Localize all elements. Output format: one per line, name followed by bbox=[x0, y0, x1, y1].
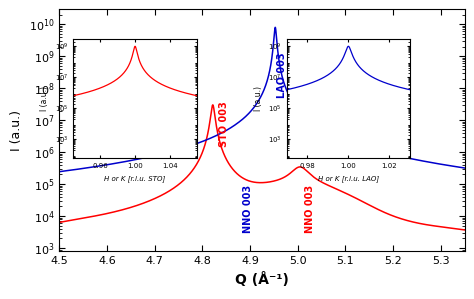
Text: NNO 003: NNO 003 bbox=[305, 185, 315, 233]
Y-axis label: I (a.u.): I (a.u.) bbox=[40, 86, 49, 111]
Y-axis label: I (a.u.): I (a.u.) bbox=[254, 86, 263, 111]
X-axis label: Q (Å⁻¹): Q (Å⁻¹) bbox=[235, 271, 289, 286]
Text: STO 003: STO 003 bbox=[219, 101, 229, 147]
X-axis label: H or K [r.l.u. LAO]: H or K [r.l.u. LAO] bbox=[318, 175, 379, 181]
X-axis label: H or K [r.l.u. STO]: H or K [r.l.u. STO] bbox=[104, 175, 166, 181]
Text: LAO 003: LAO 003 bbox=[277, 52, 287, 98]
Y-axis label: I (a.u.): I (a.u.) bbox=[10, 109, 23, 151]
Text: NNO 003: NNO 003 bbox=[243, 185, 253, 233]
